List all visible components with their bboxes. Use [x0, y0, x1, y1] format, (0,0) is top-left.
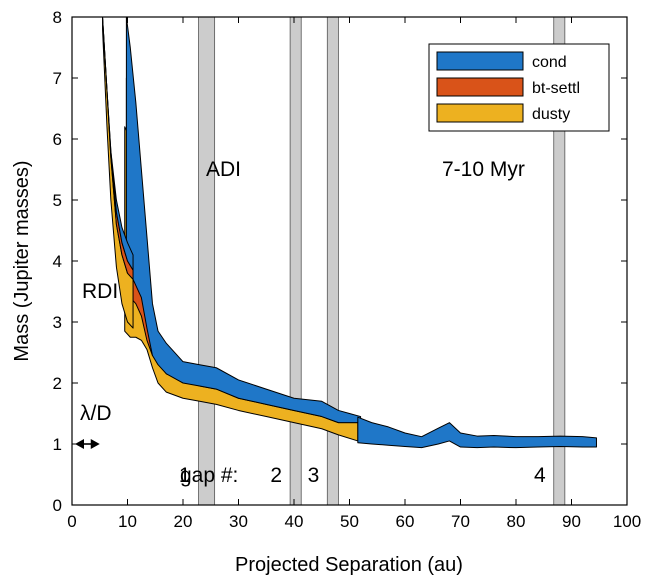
- arrow-head-left: [75, 439, 84, 449]
- legend: cond bt-settl dusty: [428, 43, 610, 132]
- legend-label-cond: cond: [532, 54, 567, 71]
- x-tick-label: 20: [174, 512, 193, 531]
- x-tick-label: 100: [613, 512, 641, 531]
- x-tick-label: 70: [451, 512, 470, 531]
- legend-swatch-bt-settl: [436, 77, 524, 97]
- arrow-head-right: [90, 439, 100, 449]
- x-tick-label: 0: [67, 512, 76, 531]
- cond-area-1: [357, 416, 597, 449]
- x-tick-label: 60: [396, 512, 415, 531]
- y-tick-label: 0: [53, 496, 62, 515]
- rdi-label: RDI: [82, 280, 118, 303]
- x-tick-label: 80: [507, 512, 526, 531]
- x-tick-label: 10: [118, 512, 137, 531]
- gap-number-3: 3: [308, 464, 320, 487]
- gap-band-1: [198, 16, 216, 506]
- legend-swatch-cond: [436, 51, 524, 71]
- gap-band-2: [289, 16, 302, 506]
- gap-label-prefix: gap #:: [180, 464, 238, 487]
- x-tick-label: 30: [229, 512, 248, 531]
- y-tick-label: 3: [53, 313, 62, 332]
- gap-number-1: 1: [179, 464, 191, 487]
- y-tick-label: 8: [53, 8, 62, 27]
- mass-limit-areas: [102, 16, 597, 449]
- x-tick-label: 50: [340, 512, 359, 531]
- y-tick-label: 6: [53, 130, 62, 149]
- gap-number-2: 2: [270, 464, 282, 487]
- adi-label: ADI: [206, 158, 241, 181]
- axis-ticks: 0 10 20 30 40 50 60 70 80 90 100 0 1 2 3 4 5 6 7 8: [53, 8, 642, 531]
- x-tick-label: 90: [562, 512, 581, 531]
- gap-number-4: 4: [534, 464, 546, 487]
- gap-number-labels: 1 2 3 4: [179, 464, 546, 487]
- y-tick-label: 7: [53, 69, 62, 88]
- y-tick-label: 5: [53, 191, 62, 210]
- resolution-arrow: [75, 439, 100, 449]
- y-tick-label: 2: [53, 374, 62, 393]
- x-tick-label: 40: [285, 512, 304, 531]
- x-axis-title: Projected Separation (au): [235, 554, 463, 576]
- legend-label-dusty: dusty: [532, 106, 570, 123]
- y-tick-label: 1: [53, 435, 62, 454]
- legend-swatch-dusty: [436, 103, 524, 123]
- y-tick-label: 4: [53, 252, 62, 271]
- age-label: 7-10 Myr: [442, 158, 525, 181]
- rdi-band-area-0: [102, 16, 134, 271]
- y-axis-title: Mass (Jupiter masses): [11, 160, 33, 361]
- resolution-label: λ/D: [80, 402, 112, 425]
- legend-label-bt-settl: bt-settl: [532, 80, 580, 97]
- legend-items: cond bt-settl dusty: [436, 51, 580, 123]
- cond-area-0: [125, 16, 362, 424]
